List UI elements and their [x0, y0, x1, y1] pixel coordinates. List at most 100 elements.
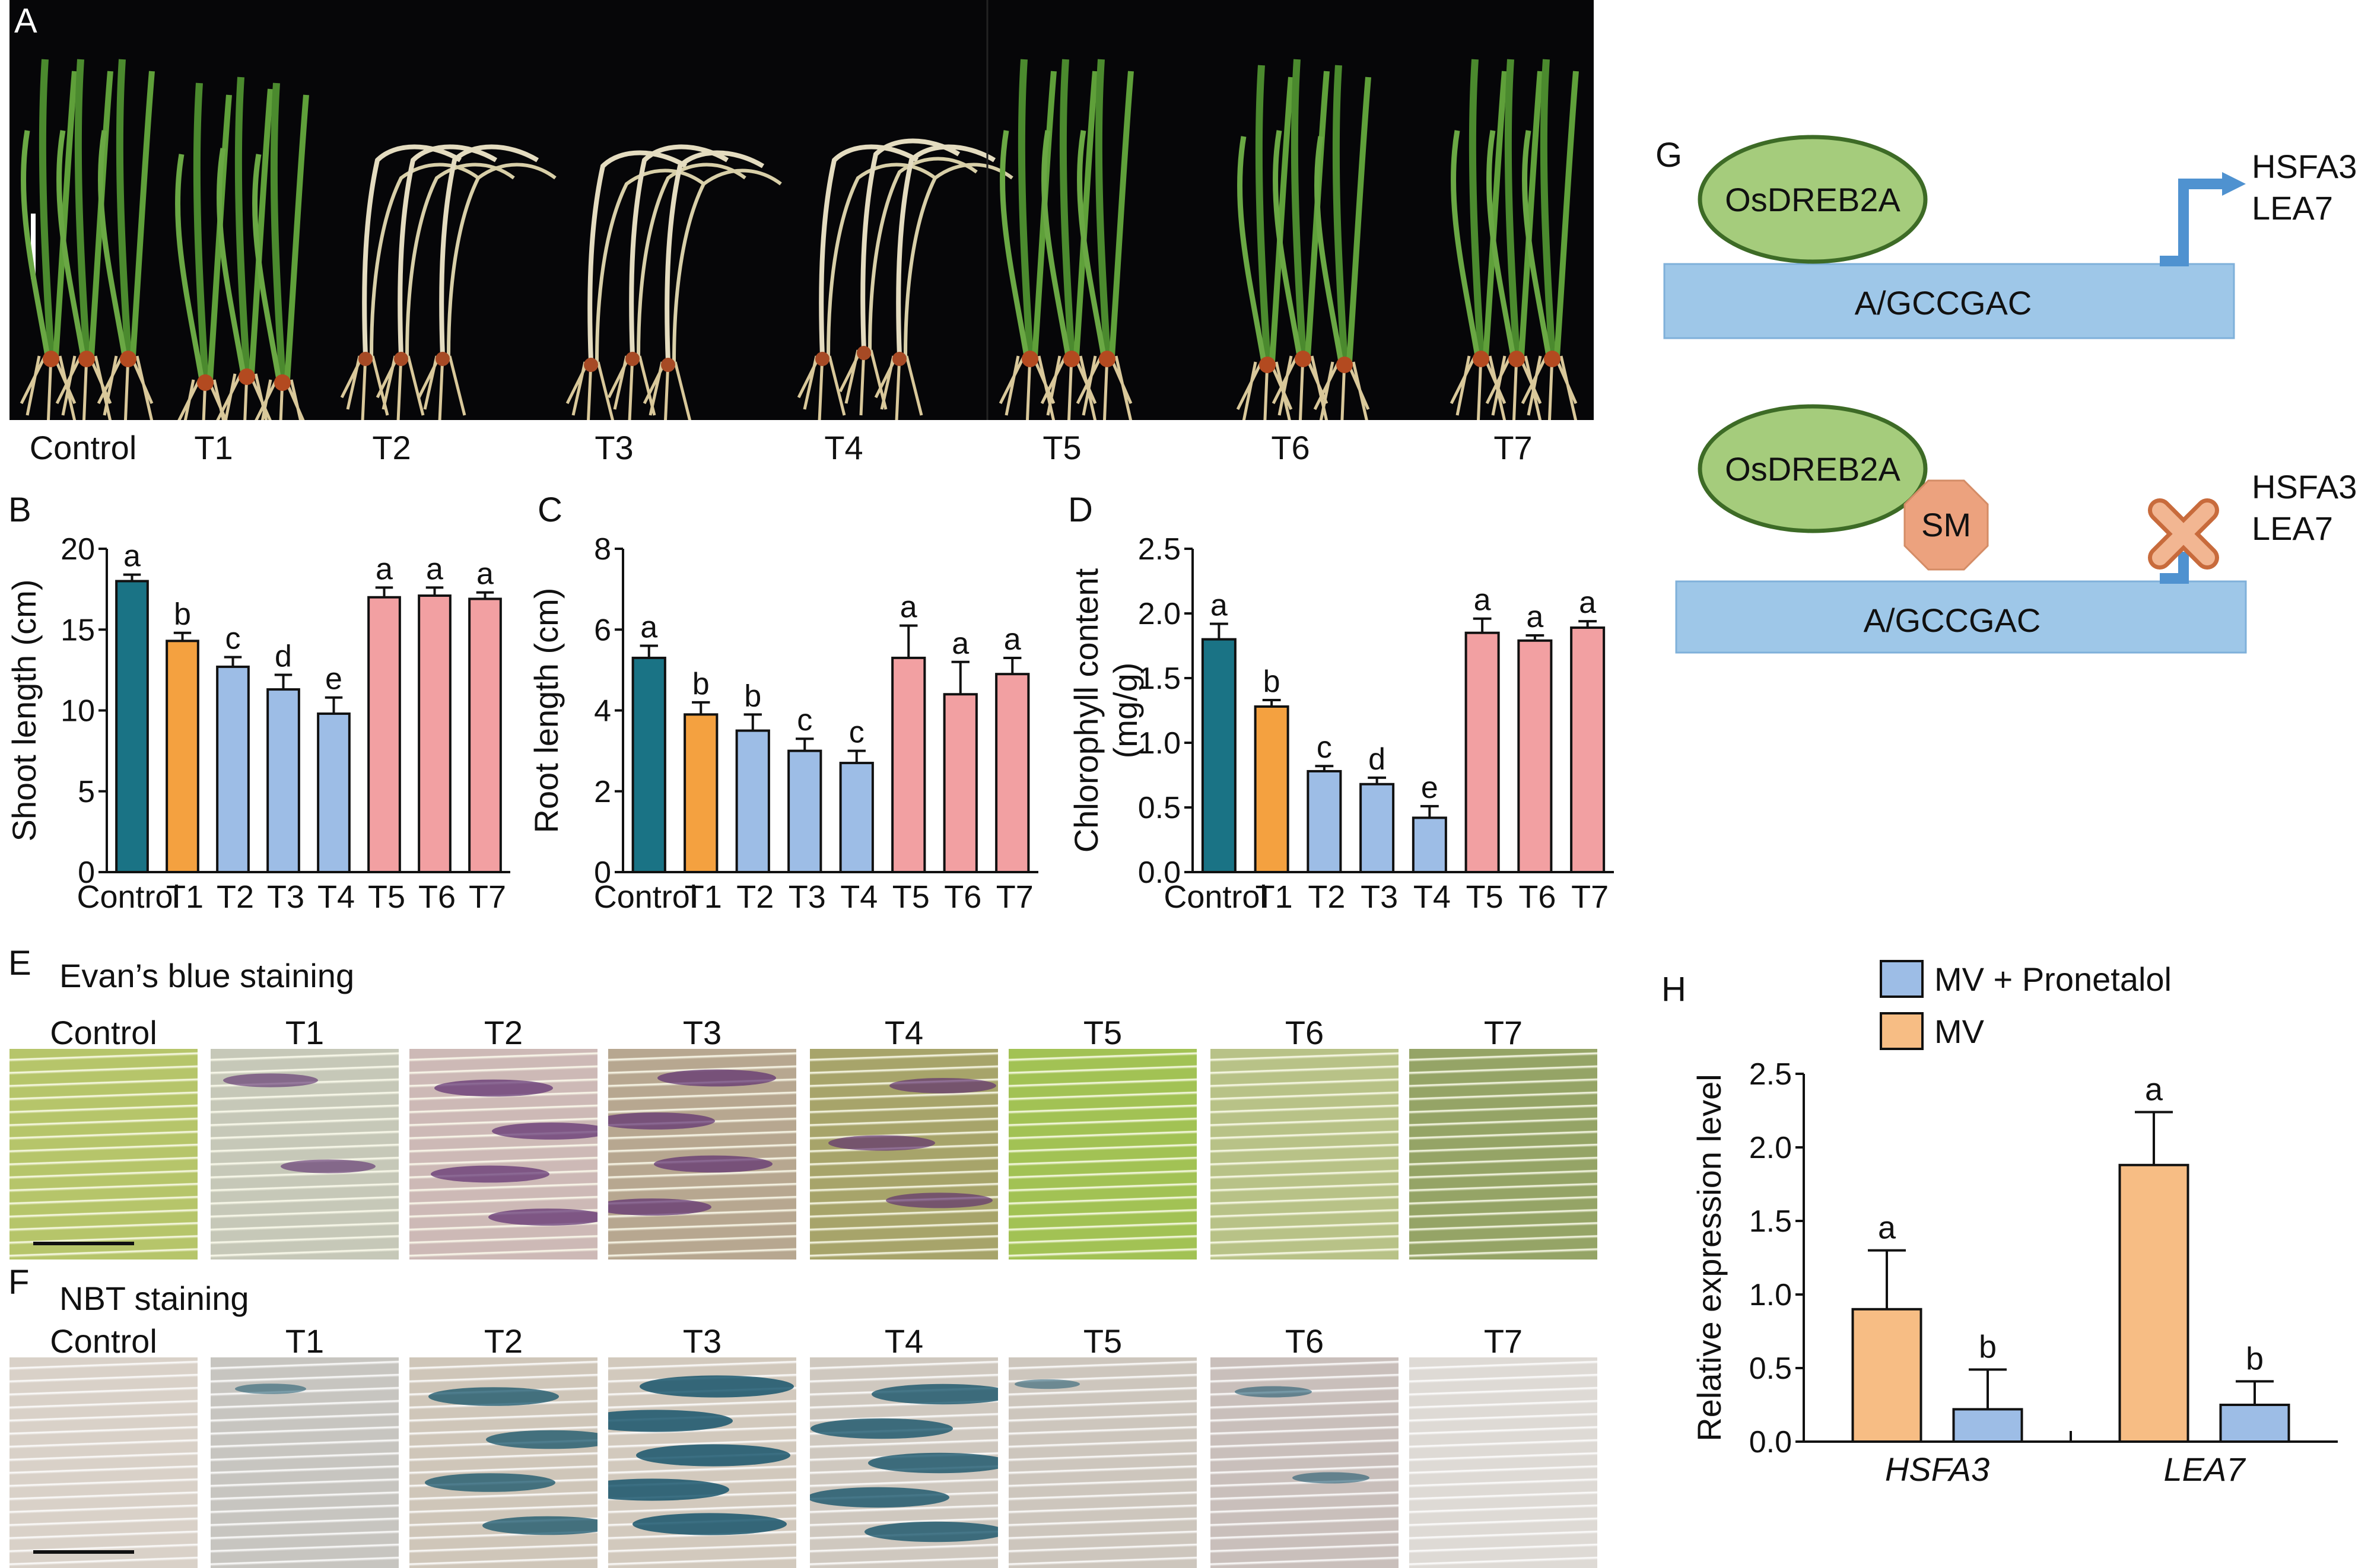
stain-marks: [235, 1383, 306, 1394]
bar: [166, 640, 199, 873]
gene-bottom-2: LEA7: [2252, 510, 2333, 547]
seedling-photo-graphic: [9, 0, 1594, 420]
x-tick-label: T1: [166, 879, 204, 915]
stain-marks: [608, 1069, 776, 1216]
stain-label: T5: [1083, 1322, 1123, 1360]
panel-label-d: D: [1068, 491, 1093, 529]
osdreb2a-bottom: [1698, 404, 1928, 533]
significance-letter: e: [325, 662, 342, 696]
stain-marks: [1409, 1357, 1597, 1568]
y-tick-label: 0.5: [1749, 1351, 1792, 1386]
nbt-leaf-image: [9, 1357, 198, 1568]
x-tick-label: T7: [996, 879, 1034, 915]
significance-letter: a: [640, 610, 657, 645]
model-diagram: A/GCCGAC OsDREB2A HSFA3 LEA7 A/GCCGAC Os…: [1663, 135, 2357, 654]
y-tick-label: 15: [61, 613, 95, 647]
y-tick-label: 1.0: [1749, 1278, 1792, 1312]
y-tick-label: 8: [594, 532, 611, 567]
bar: [216, 665, 250, 873]
x-tick-label: T7: [1571, 879, 1609, 915]
panel-label-f: F: [8, 1263, 30, 1302]
x-tick-label: T4: [840, 879, 878, 915]
legend-swatch: [1880, 960, 1924, 998]
y-tick-label: 0: [594, 855, 611, 890]
y-tick-label: 1.5: [1749, 1204, 1792, 1239]
panel-label-e: E: [8, 944, 31, 982]
x-tick-label: T3: [1361, 879, 1398, 915]
nbt-leaf-image: [608, 1357, 796, 1568]
bar: [2118, 1163, 2189, 1443]
sm-label: SM: [1921, 506, 1971, 543]
panel-label-b: B: [8, 491, 31, 529]
bar: [631, 656, 666, 873]
significance-letter: d: [1368, 742, 1385, 777]
bar: [839, 762, 874, 873]
significance-letter: a: [1579, 586, 1596, 620]
bar: [1517, 639, 1553, 873]
significance-letter: a: [426, 552, 443, 586]
significance-letter: b: [2246, 1341, 2264, 1376]
significance-letter: a: [376, 552, 393, 586]
stain-marks: [9, 1049, 198, 1260]
gene-top-2: LEA7: [2252, 189, 2333, 227]
panel-f-title: NBT staining: [59, 1280, 249, 1317]
y-tick-label: 20: [61, 532, 95, 567]
significance-letter: a: [1210, 588, 1228, 622]
dna-bar-bottom: [1675, 580, 2247, 654]
y-axis-label: Chlorophyll content(mg/g): [1067, 568, 1144, 853]
evans-leaf-image: [608, 1049, 796, 1260]
label-a-t6: T6: [1271, 429, 1310, 466]
bar: [995, 673, 1030, 873]
significance-letter: b: [1263, 664, 1280, 699]
osdreb2a-bottom-label: OsDREB2A: [1725, 450, 1900, 488]
bar: [1307, 769, 1342, 873]
scale-bar: [33, 1550, 134, 1554]
y-tick-label: 2.0: [1138, 597, 1181, 631]
stain-label: T2: [484, 1014, 523, 1051]
stain-label: T5: [1083, 1014, 1123, 1051]
stain-label: Control: [50, 1322, 157, 1360]
x-tick-label: T4: [317, 879, 355, 915]
label-a-t1: T1: [194, 429, 233, 466]
stain-marks: [810, 1383, 998, 1542]
stain-label: Control: [50, 1014, 157, 1051]
osdreb2a-top-label: OsDREB2A: [1725, 181, 1900, 218]
bar: [1570, 626, 1606, 873]
evans-leaf-image: [1009, 1049, 1197, 1260]
x-tick-label: T6: [944, 879, 981, 915]
motif-bottom: A/GCCGAC: [1864, 602, 2041, 639]
stain-marks: [425, 1387, 597, 1535]
y-tick-label: 6: [594, 613, 611, 647]
bar: [1201, 638, 1237, 873]
stain-label: T4: [884, 1014, 924, 1051]
x-tick-label: T5: [1466, 879, 1504, 915]
significance-letter: c: [225, 622, 241, 656]
arrow-head-icon: [2222, 172, 2246, 196]
significance-letter: b: [174, 597, 191, 632]
stain-label: T2: [484, 1322, 523, 1360]
stain-marks: [1015, 1379, 1080, 1389]
blocked-x-icon: [2148, 498, 2219, 570]
stain-label: T4: [884, 1322, 924, 1360]
bar: [684, 713, 719, 873]
label-a-t3: T3: [595, 429, 634, 466]
nbt-leaf-image: [810, 1357, 998, 1568]
x-tick-label: T1: [1256, 879, 1293, 915]
stain-marks: [1409, 1049, 1597, 1260]
stain-marks: [9, 1357, 198, 1568]
panel-label-a: A: [14, 2, 37, 40]
stain-marks: [828, 1078, 996, 1208]
nbt-leaf-image: [211, 1357, 399, 1568]
y-tick-label: 10: [61, 694, 95, 729]
x-tick-label: T3: [267, 879, 304, 915]
x-tick-label: T6: [1518, 879, 1556, 915]
y-tick-label: 2.0: [1749, 1131, 1792, 1165]
y-tick-label: 4: [594, 694, 611, 729]
stain-marks: [1210, 1049, 1399, 1260]
stain-marks: [431, 1079, 597, 1226]
evans-leaf-image: [810, 1049, 998, 1260]
x-tick-label: T6: [418, 879, 456, 915]
stain-marks: [1009, 1049, 1197, 1260]
stain-label: T6: [1285, 1322, 1324, 1360]
y-axis-label: Shoot length (cm): [5, 580, 43, 842]
